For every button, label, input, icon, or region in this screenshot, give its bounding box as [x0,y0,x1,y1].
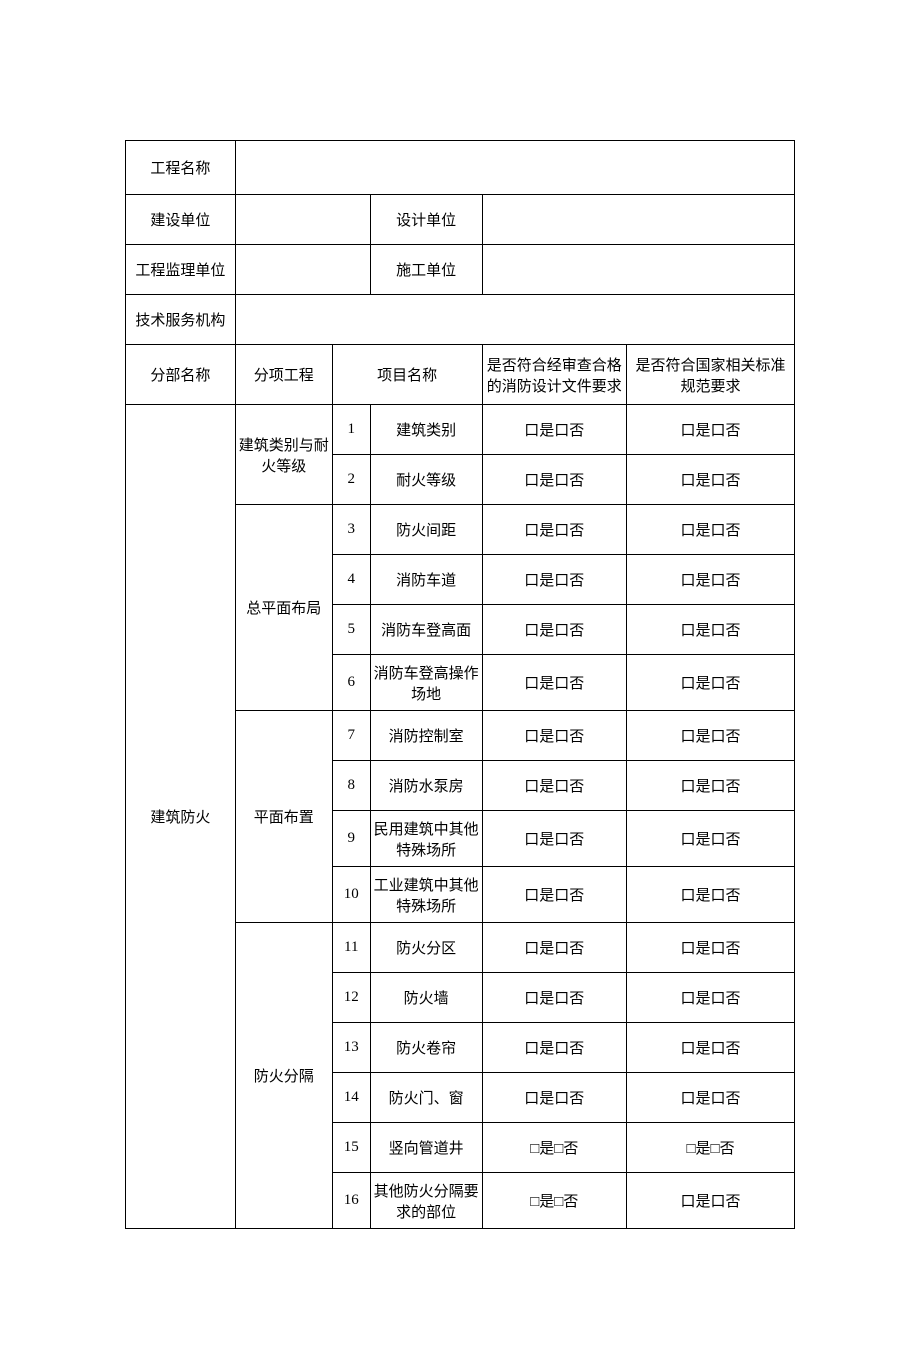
item-num: 9 [332,811,370,867]
item-num: 3 [332,505,370,555]
row-supervision-builder: 工程监理单位 施工单位 [126,245,795,295]
checkbox-standard[interactable]: 口是口否 [627,605,795,655]
label-tech-service: 技术服务机构 [126,295,236,345]
item-num: 7 [332,711,370,761]
checkbox-standard[interactable]: 口是口否 [627,1023,795,1073]
checkbox-design[interactable]: 口是口否 [482,405,627,455]
checkbox-design[interactable]: □是□否 [482,1123,627,1173]
checkbox-design[interactable]: 口是口否 [482,605,627,655]
item-num: 11 [332,923,370,973]
col-meets-design: 是否符合经审查合格的消防设计文件要求 [482,345,627,405]
table-row: 建筑防火 建筑类别与耐火等级 1 建筑类别 口是口否 口是口否 [126,405,795,455]
col-section-name: 分部名称 [126,345,236,405]
item-name: 民用建筑中其他特殊场所 [370,811,482,867]
item-num: 2 [332,455,370,505]
label-construction-unit: 建设单位 [126,195,236,245]
item-name: 防火门、窗 [370,1073,482,1123]
checkbox-standard[interactable]: 口是口否 [627,711,795,761]
label-supervision-unit: 工程监理单位 [126,245,236,295]
item-name: 耐火等级 [370,455,482,505]
value-project-name [235,141,794,195]
checkbox-standard[interactable]: 口是口否 [627,405,795,455]
item-name: 防火卷帘 [370,1023,482,1073]
value-builder-unit [482,245,794,295]
item-num: 12 [332,973,370,1023]
col-item-name: 项目名称 [332,345,482,405]
checkbox-standard[interactable]: □是□否 [627,1123,795,1173]
checkbox-standard[interactable]: 口是口否 [627,811,795,867]
group-name-cell: 平面布置 [235,711,332,923]
group-name-cell: 总平面布局 [235,505,332,711]
checkbox-standard[interactable]: 口是口否 [627,655,795,711]
item-name: 消防车登高操作场地 [370,655,482,711]
row-tech-service: 技术服务机构 [126,295,795,345]
checkbox-design[interactable]: 口是口否 [482,455,627,505]
item-name: 消防车道 [370,555,482,605]
checkbox-standard[interactable]: 口是口否 [627,1073,795,1123]
item-name: 竖向管道井 [370,1123,482,1173]
checkbox-standard[interactable]: 口是口否 [627,555,795,605]
label-builder-unit: 施工单位 [370,245,482,295]
section-name-cell: 建筑防火 [126,405,236,1229]
item-num: 4 [332,555,370,605]
item-num: 6 [332,655,370,711]
label-design-unit: 设计单位 [370,195,482,245]
checkbox-standard[interactable]: 口是口否 [627,455,795,505]
checkbox-standard[interactable]: 口是口否 [627,973,795,1023]
item-name: 防火间距 [370,505,482,555]
checkbox-design[interactable]: 口是口否 [482,1073,627,1123]
item-name: 工业建筑中其他特殊场所 [370,867,482,923]
col-meets-standard: 是否符合国家相关标准规范要求 [627,345,795,405]
value-design-unit [482,195,794,245]
value-supervision-unit [235,245,370,295]
row-project-name: 工程名称 [126,141,795,195]
item-num: 10 [332,867,370,923]
checkbox-standard[interactable]: 口是口否 [627,1173,795,1229]
item-num: 5 [332,605,370,655]
item-num: 13 [332,1023,370,1073]
item-num: 8 [332,761,370,811]
item-name: 消防控制室 [370,711,482,761]
checkbox-design[interactable]: 口是口否 [482,973,627,1023]
row-construction-design: 建设单位 设计单位 [126,195,795,245]
row-column-headers: 分部名称 分项工程 项目名称 是否符合经审查合格的消防设计文件要求 是否符合国家… [126,345,795,405]
checkbox-standard[interactable]: 口是口否 [627,761,795,811]
item-num: 14 [332,1073,370,1123]
item-num: 1 [332,405,370,455]
checkbox-design[interactable]: 口是口否 [482,761,627,811]
checkbox-design[interactable]: 口是口否 [482,1023,627,1073]
label-project-name: 工程名称 [126,141,236,195]
item-name: 防火墙 [370,973,482,1023]
item-name: 建筑类别 [370,405,482,455]
value-tech-service [235,295,794,345]
checkbox-design[interactable]: 口是口否 [482,711,627,761]
item-num: 15 [332,1123,370,1173]
item-name: 其他防火分隔要求的部位 [370,1173,482,1229]
checkbox-design[interactable]: □是□否 [482,1173,627,1229]
checkbox-design[interactable]: 口是口否 [482,923,627,973]
checkbox-standard[interactable]: 口是口否 [627,867,795,923]
inspection-form-table: 工程名称 建设单位 设计单位 工程监理单位 施工单位 技术服务机构 分部名称 分… [125,140,795,1229]
value-construction-unit [235,195,370,245]
checkbox-standard[interactable]: 口是口否 [627,505,795,555]
item-name: 消防车登高面 [370,605,482,655]
item-name: 防火分区 [370,923,482,973]
group-name-cell: 建筑类别与耐火等级 [235,405,332,505]
checkbox-design[interactable]: 口是口否 [482,811,627,867]
checkbox-design[interactable]: 口是口否 [482,555,627,605]
item-name: 消防水泵房 [370,761,482,811]
col-sub-item: 分项工程 [235,345,332,405]
checkbox-design[interactable]: 口是口否 [482,655,627,711]
group-name-cell: 防火分隔 [235,923,332,1229]
checkbox-design[interactable]: 口是口否 [482,867,627,923]
checkbox-standard[interactable]: 口是口否 [627,923,795,973]
checkbox-design[interactable]: 口是口否 [482,505,627,555]
item-num: 16 [332,1173,370,1229]
